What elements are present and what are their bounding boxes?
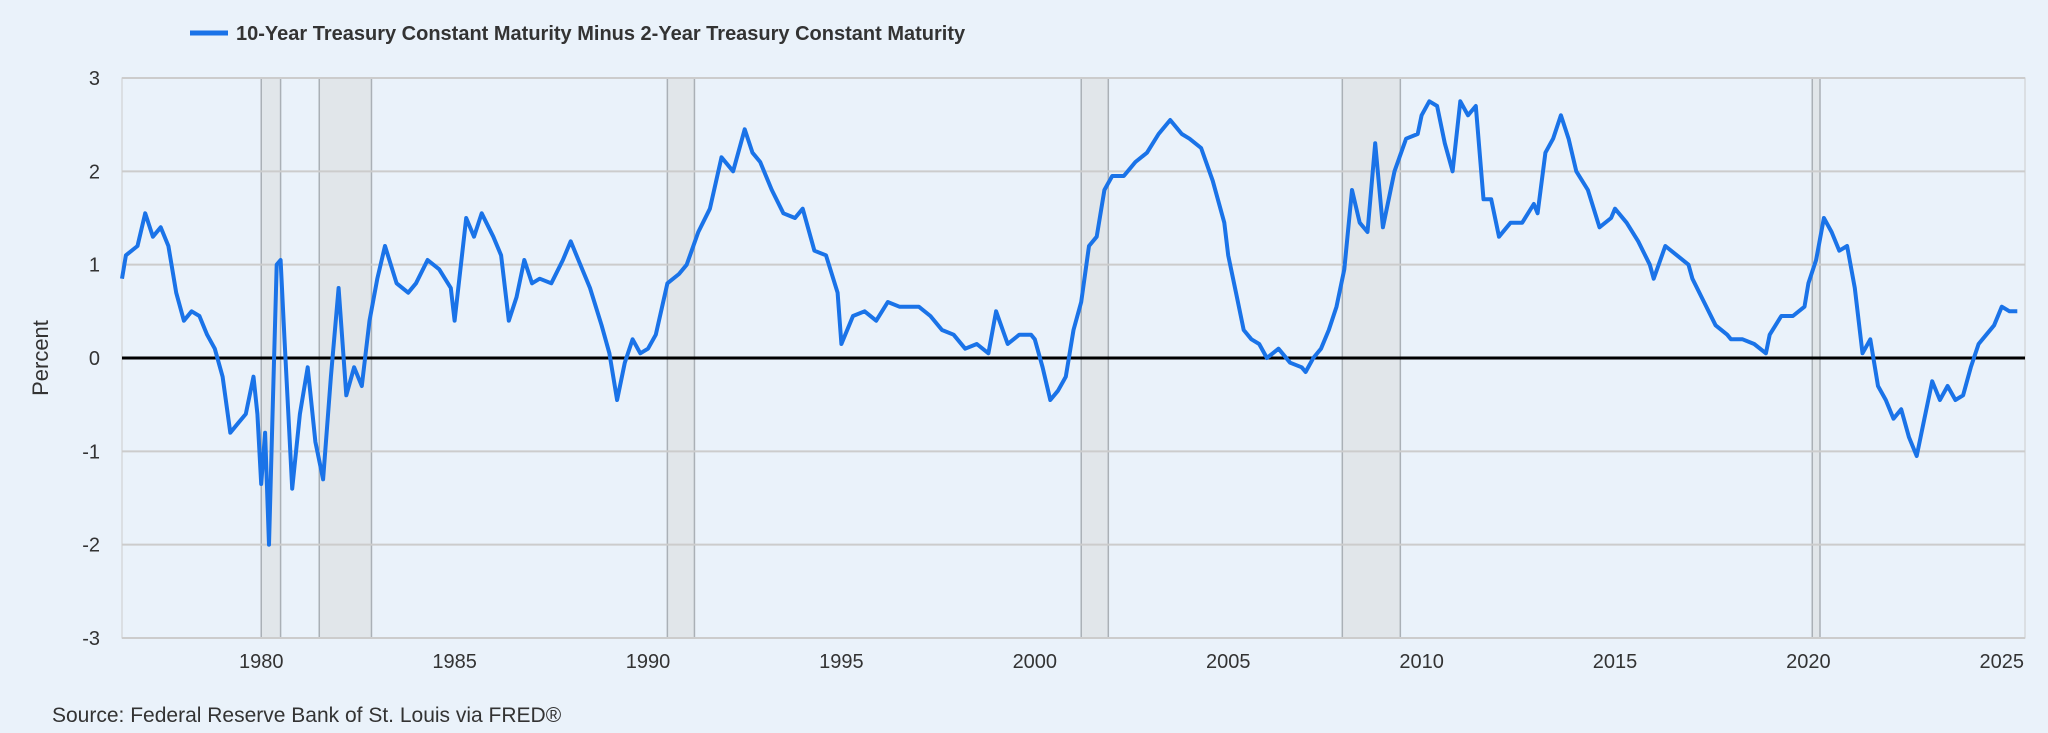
source-note: Source: Federal Reserve Bank of St. Loui… (52, 704, 562, 727)
y-axis-title: Percent (28, 320, 53, 396)
y-tick-label: 0 (89, 348, 100, 370)
y-tick-label: 3 (89, 68, 100, 90)
x-tick-label: 2020 (1786, 651, 1831, 673)
x-tick-label: 1985 (432, 651, 477, 673)
y-tick-label: -2 (82, 535, 100, 557)
x-tick-label: 1990 (626, 651, 671, 673)
x-tick-label: 2010 (1399, 651, 1444, 673)
x-tick-label: 2005 (1206, 651, 1251, 673)
series-line (120, 99, 2018, 547)
legend-label: 10-Year Treasury Constant Maturity Minus… (236, 23, 966, 45)
x-tick-label: 2000 (1013, 651, 1058, 673)
y-tick-label: 2 (89, 161, 100, 183)
x-tick-label: 1980 (239, 651, 284, 673)
x-tick-label: 2015 (1593, 651, 1638, 673)
x-tick-label: 2025 (1980, 651, 2025, 673)
x-tick-labels: 1980 1985 1990 1995 2000 2005 2010 2015 2020 2025 (239, 651, 2024, 673)
y-tick-labels: 3 2 1 0 -1 -2 -3 (82, 68, 100, 650)
x-tick-label: 1995 (819, 651, 864, 673)
legend: 10-Year Treasury Constant Maturity Minus… (190, 23, 966, 45)
y-tick-label: -1 (82, 441, 100, 463)
y-tick-label: 1 (89, 255, 100, 277)
y-tick-label: -3 (82, 628, 100, 650)
